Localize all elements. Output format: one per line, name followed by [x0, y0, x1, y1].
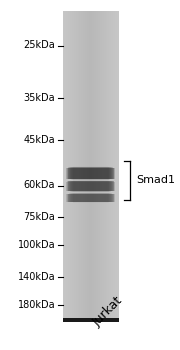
Bar — [100, 10, 119, 322]
Bar — [69, 194, 112, 202]
Bar — [109, 10, 119, 322]
Bar — [113, 10, 119, 322]
Bar — [63, 10, 79, 322]
Bar — [63, 10, 81, 322]
Bar — [67, 182, 114, 191]
Text: 45kDa: 45kDa — [24, 135, 55, 145]
Bar — [63, 10, 66, 322]
Bar — [73, 167, 108, 180]
Text: Smad1: Smad1 — [137, 175, 176, 185]
Bar — [69, 181, 112, 191]
Bar — [66, 194, 115, 202]
Bar — [111, 10, 119, 322]
Bar — [70, 167, 111, 179]
Bar — [115, 10, 119, 322]
Bar — [70, 181, 111, 191]
Bar — [63, 10, 85, 322]
Bar — [68, 168, 113, 179]
Text: 25kDa: 25kDa — [23, 41, 55, 50]
Text: 140kDa: 140kDa — [18, 272, 55, 281]
Bar — [67, 168, 114, 178]
Bar — [66, 182, 115, 191]
Bar — [102, 10, 119, 322]
Bar — [63, 10, 68, 322]
Text: 100kDa: 100kDa — [18, 240, 55, 250]
Text: 180kDa: 180kDa — [18, 300, 55, 309]
Bar — [72, 181, 109, 192]
Bar — [93, 10, 119, 322]
Bar — [63, 10, 119, 322]
Text: 35kDa: 35kDa — [24, 93, 55, 103]
Bar — [68, 168, 114, 179]
Bar — [63, 10, 78, 322]
Bar — [98, 10, 119, 322]
Bar — [63, 10, 64, 322]
Bar — [96, 10, 119, 322]
Bar — [68, 194, 113, 202]
Bar — [67, 194, 114, 202]
Bar — [94, 10, 119, 322]
Bar — [63, 10, 74, 322]
Bar — [73, 193, 109, 203]
Bar — [71, 167, 110, 180]
Text: 60kDa: 60kDa — [24, 181, 55, 190]
Text: 75kDa: 75kDa — [23, 212, 55, 222]
Bar — [63, 10, 87, 322]
Bar — [73, 180, 108, 192]
Bar — [73, 167, 109, 180]
Bar — [63, 10, 70, 322]
Bar — [63, 10, 76, 322]
Bar — [68, 181, 114, 191]
Bar — [63, 10, 83, 322]
Bar — [68, 181, 113, 191]
Bar — [72, 193, 109, 203]
Bar — [63, 318, 119, 322]
Bar — [63, 10, 89, 322]
Bar — [70, 193, 111, 202]
Bar — [73, 193, 108, 203]
Bar — [68, 194, 114, 202]
Bar — [104, 10, 119, 322]
Bar — [72, 167, 109, 180]
Bar — [69, 167, 112, 179]
Bar — [107, 10, 119, 322]
Bar — [66, 168, 115, 178]
Text: Jurkat: Jurkat — [91, 294, 125, 329]
Bar — [71, 181, 110, 192]
Bar — [105, 10, 119, 322]
Bar — [73, 181, 109, 192]
Bar — [71, 193, 110, 202]
Bar — [63, 10, 72, 322]
Bar — [117, 10, 119, 322]
